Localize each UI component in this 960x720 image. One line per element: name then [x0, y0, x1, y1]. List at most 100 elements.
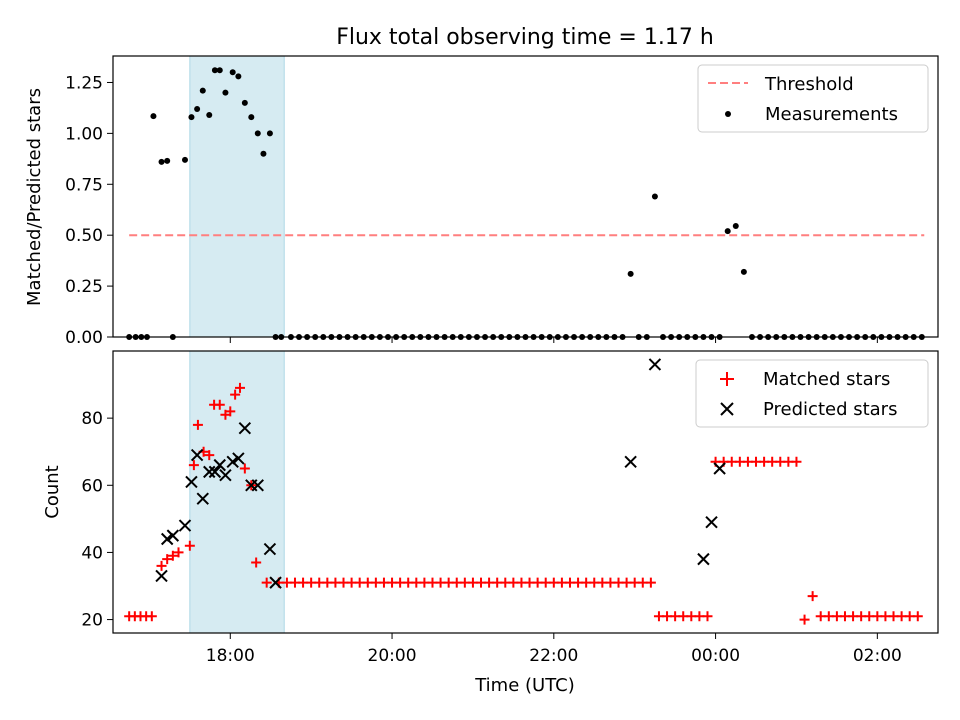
measurement-point	[732, 223, 739, 230]
bottom-y-axis-label: Count	[42, 465, 63, 518]
measurement-point	[199, 87, 206, 94]
measurement-point	[216, 67, 223, 74]
matched-star-point	[807, 591, 818, 602]
bottom-x-tick-label: 20:00	[368, 646, 417, 666]
top-legend-box	[697, 64, 929, 133]
measurement-point	[254, 130, 261, 137]
matched-star-point	[214, 399, 225, 410]
predicted-star-point	[166, 529, 180, 542]
matched-star-point	[799, 614, 810, 625]
bottom-x-tick-label: 18:00	[206, 646, 255, 666]
measurement-point	[651, 193, 658, 200]
matched-star-point	[204, 450, 215, 461]
predicted-star-point	[155, 569, 168, 583]
matched-star-point	[645, 577, 656, 588]
predicted-star-point	[263, 542, 277, 556]
measurement-point	[164, 157, 171, 164]
top-y-tick-label: 0.00	[65, 328, 103, 348]
bottom-y-tick-label: 60	[81, 476, 103, 496]
top-y-tick-label: 1.25	[65, 73, 103, 93]
matched-star-point	[791, 456, 802, 467]
measurement-point	[235, 73, 242, 80]
legend-measurements-label: Measurements	[765, 104, 898, 125]
top-axes-frame	[112, 55, 939, 338]
bottom-legend-box	[695, 359, 929, 428]
measurement-point	[194, 105, 201, 112]
top-y-tick-label: 0.25	[65, 277, 103, 297]
bottom-x-tick-label: 02:00	[853, 646, 902, 666]
bottom-x-tick-label: 00:00	[691, 646, 740, 666]
bottom-y-tick-label: 80	[81, 409, 103, 429]
measurement-points	[126, 67, 925, 340]
predicted-star-point	[251, 479, 264, 492]
matched-star-point	[261, 577, 272, 588]
predicted-star-point	[190, 448, 204, 462]
bottom-highlight-span	[189, 350, 285, 634]
measurement-point	[181, 156, 188, 163]
matched-star-point	[173, 547, 184, 558]
predicted-star-point	[648, 358, 662, 371]
matched-star-point	[184, 540, 195, 551]
top-y-axis-label: Matched/Predicted stars	[24, 88, 45, 306]
bottom-axes-frame	[112, 350, 939, 634]
measurement-point	[248, 114, 255, 121]
top-panel: Flux total observing time = 1.17 h 0.00 0…	[24, 25, 939, 348]
legend-predicted-swatch	[720, 402, 734, 416]
legend-predicted-label: Predicted stars	[763, 399, 897, 420]
measurement-point	[206, 112, 213, 119]
measurement-point	[241, 99, 248, 106]
legend-threshold-label: Threshold	[764, 74, 854, 95]
predicted-star-point	[238, 422, 252, 435]
matched-star-point	[234, 382, 245, 393]
matched-star-point	[251, 557, 262, 568]
predicted-star-point	[203, 465, 216, 479]
measurement-point	[229, 69, 236, 76]
matched-star-point	[225, 406, 236, 417]
predicted-star-point	[226, 455, 239, 468]
predicted-star-point	[160, 532, 174, 546]
measurement-point	[740, 268, 747, 275]
top-y-ticks: 0.00 0.25 0.50 0.75 1.00 1.25	[65, 73, 113, 348]
top-y-tick-label: 1.00	[65, 124, 103, 144]
measurement-point	[266, 130, 273, 137]
top-legend: Threshold Measurements	[697, 64, 929, 133]
measurement-point	[150, 113, 157, 120]
predicted-star-point	[624, 455, 637, 468]
bottom-y-tick-label: 40	[81, 543, 103, 563]
legend-matched-swatch	[720, 372, 734, 386]
measurement-point	[724, 228, 731, 235]
matched-star-point	[188, 460, 199, 471]
predicted-star-point	[208, 465, 222, 479]
bottom-x-axis-label: Time (UTC)	[474, 675, 575, 696]
matched-stars-points	[124, 382, 923, 625]
top-y-tick-label: 0.75	[65, 175, 103, 195]
bottom-legend: Matched stars Predicted stars	[695, 359, 929, 428]
matched-star-point	[192, 419, 203, 430]
matched-star-point	[702, 611, 713, 622]
bottom-y-ticks: 20 40 60 80	[81, 409, 113, 631]
matched-star-point	[167, 550, 178, 561]
predicted-star-point	[196, 492, 209, 505]
predicted-star-point	[713, 462, 726, 475]
top-title: Flux total observing time = 1.17 h	[336, 25, 714, 50]
matched-star-point	[146, 611, 157, 622]
measurement-point	[211, 67, 218, 74]
predicted-star-point	[705, 516, 718, 529]
top-x-ticks	[229, 337, 878, 343]
predicted-star-point	[269, 576, 282, 589]
matched-star-point	[239, 463, 250, 474]
measurement-point	[260, 150, 267, 157]
measurement-point	[627, 270, 634, 277]
measurement-point	[158, 158, 165, 165]
bottom-x-tick-label: 22:00	[529, 646, 578, 666]
predicted-stars-points	[155, 358, 726, 589]
measurement-point	[188, 114, 195, 121]
top-highlight-span	[189, 55, 285, 338]
matched-star-point	[230, 389, 241, 400]
predicted-star-point	[213, 458, 226, 472]
matched-star-point	[162, 554, 173, 565]
predicted-star-point	[697, 552, 710, 566]
